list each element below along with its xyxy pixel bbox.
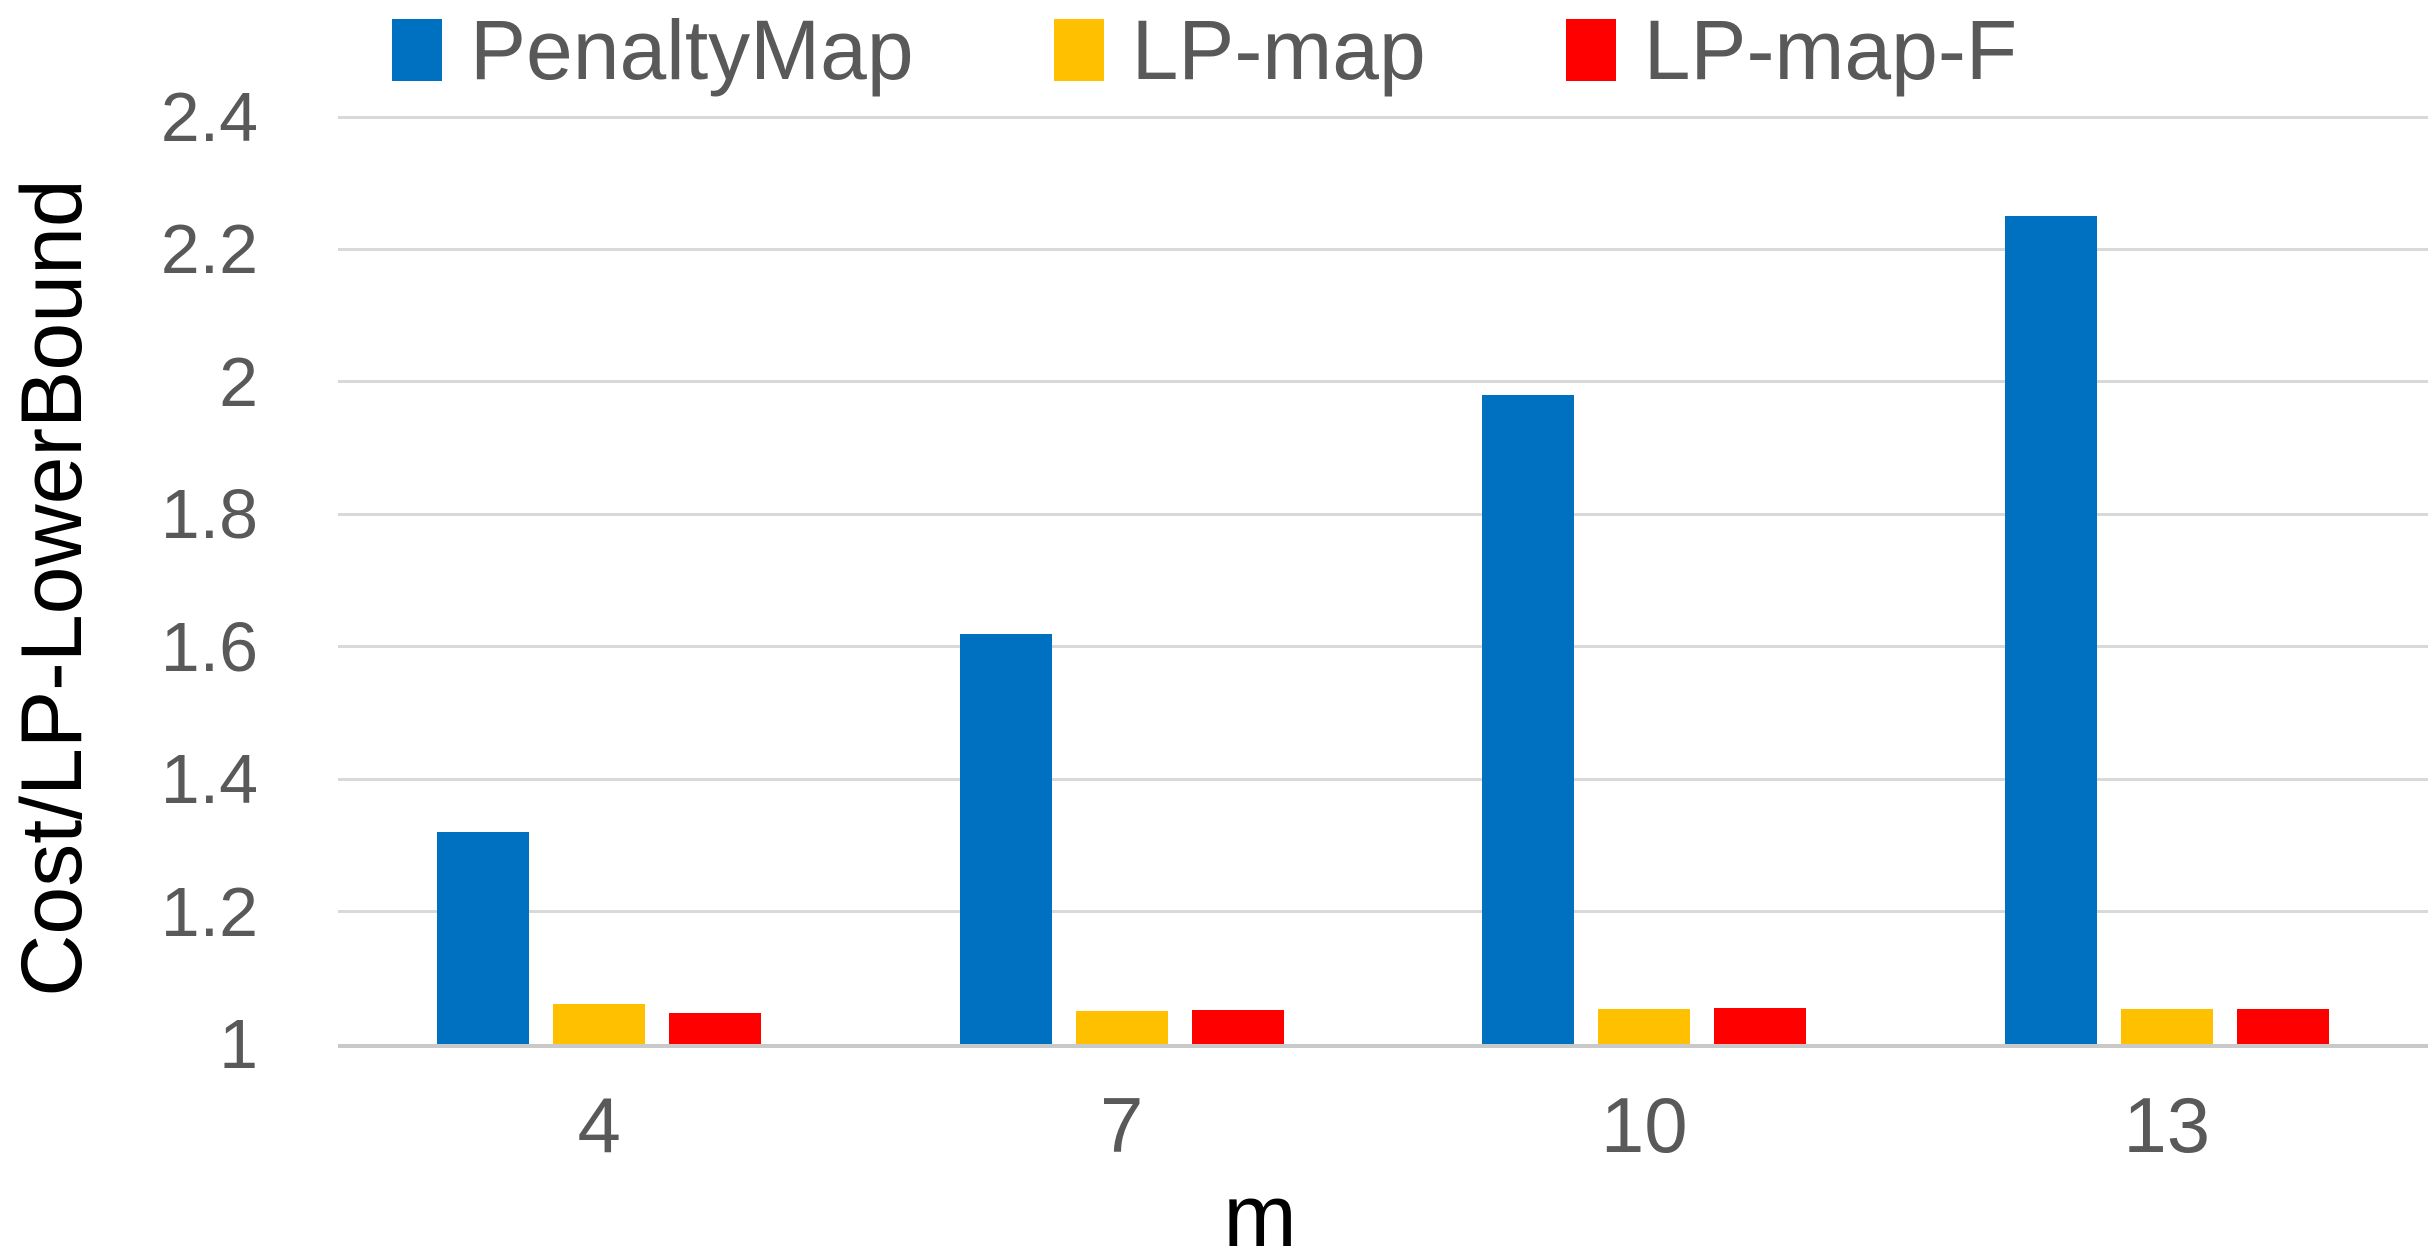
gridline-y-1.2 (338, 910, 2428, 914)
bar-group-m7 (861, 117, 1384, 1044)
gridline-y-1.8 (338, 512, 2428, 516)
gridline-y-1.4 (338, 777, 2428, 781)
x-axis-tick-label-4: 4 (577, 1081, 621, 1169)
bar-penaltymap-m13 (2004, 216, 2097, 1044)
legend-label: LP-map-F (1643, 3, 2018, 97)
y-axis-tick-label-1.2: 1.2 (160, 872, 258, 951)
y-axis-tick-label-2: 2 (219, 342, 258, 421)
gridline-y-2.2 (338, 247, 2428, 251)
legend-label: PenaltyMap (470, 3, 914, 97)
plot-area (338, 115, 2429, 1048)
bar-group-m10 (1383, 117, 1906, 1044)
legend-swatch-penaltymap (392, 19, 442, 81)
legend: PenaltyMap LP-map LP-map-F (392, 8, 2017, 92)
legend-item-lp-map: LP-map (1053, 3, 1426, 97)
x-axis-tick-label-10: 10 (1600, 1081, 1688, 1169)
legend-swatch-lp-map (1053, 19, 1104, 81)
bar-penaltymap-m7 (959, 633, 1052, 1044)
y-axis-tick-label-2.2: 2.2 (160, 210, 258, 289)
legend-item-penaltymap: PenaltyMap (392, 8, 914, 92)
y-axis-tick-label-1: 1 (219, 1005, 258, 1083)
legend-label: LP-map (1131, 3, 1426, 97)
x-axis-tick-label-13: 13 (2123, 1081, 2211, 1169)
y-axis-tick-label-1.8: 1.8 (160, 475, 258, 554)
bar-lp-map-f-m7 (1191, 1010, 1284, 1044)
bar-lp-map-m13 (2120, 1008, 2213, 1044)
bar-lp-map-m4 (553, 1004, 646, 1044)
bar-penaltymap-m10 (1482, 395, 1575, 1044)
bar-penaltymap-m4 (437, 832, 530, 1044)
bar-lp-map-f-m10 (1714, 1008, 1807, 1044)
x-axis-title: m (1223, 1166, 1297, 1255)
y-axis-tick-label-2.4: 2.4 (160, 78, 258, 156)
x-axis-tick-row: 4 7 10 13 (338, 1086, 2428, 1164)
gridline-y-1.6 (338, 645, 2428, 649)
gridline-y-2.4 (338, 115, 2428, 119)
bar-lp-map-m10 (1598, 1008, 1691, 1044)
bar-group-m13 (1906, 117, 2429, 1044)
bar-lp-map-f-m13 (2236, 1008, 2329, 1044)
y-axis-tick-label-1.4: 1.4 (160, 740, 258, 819)
gridline-y-2 (338, 380, 2428, 384)
x-axis-tick-label-7: 7 (1100, 1081, 1144, 1169)
bar-group-m4 (338, 117, 861, 1044)
bar-lp-map-f-m4 (669, 1012, 762, 1044)
y-axis-tick-label-1.6: 1.6 (160, 607, 258, 686)
legend-item-lp-map-f: LP-map-F (1565, 3, 2018, 97)
bar-lp-map-m7 (1075, 1010, 1168, 1044)
legend-swatch-lp-map-f (1565, 19, 1616, 81)
